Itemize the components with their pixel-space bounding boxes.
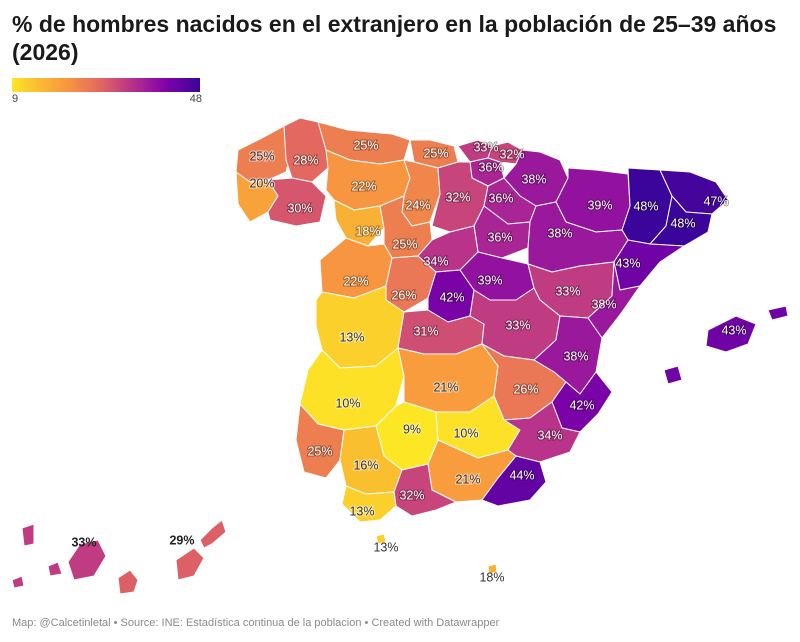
province-label-araba: 36% bbox=[478, 160, 503, 174]
province-shapes bbox=[11, 117, 789, 595]
province-label-zaragoza: 38% bbox=[547, 226, 572, 240]
province-label-malaga: 32% bbox=[399, 488, 424, 502]
province-label-las-palmas: 29% bbox=[169, 533, 194, 547]
province-label-madrid: 42% bbox=[439, 290, 464, 304]
province-label-girona: 47% bbox=[703, 194, 728, 208]
province-label-soria: 36% bbox=[487, 230, 512, 244]
province-baleares bbox=[663, 305, 789, 385]
province-label-toledo: 31% bbox=[413, 324, 438, 338]
province-label-badajoz: 10% bbox=[335, 396, 360, 410]
province-label-ciudad-real: 21% bbox=[433, 380, 458, 394]
province-label-burgos: 32% bbox=[445, 190, 470, 204]
province-label-asturias: 25% bbox=[353, 138, 378, 152]
source-footer: Map: @Calcetinletal • Source: INE: Estad… bbox=[12, 617, 500, 629]
province-murcia bbox=[503, 401, 581, 463]
province-label-navarra: 38% bbox=[521, 172, 546, 186]
legend-min-label: 9 bbox=[12, 93, 19, 105]
province-label-granada: 21% bbox=[455, 472, 480, 486]
province-label-a-coruna: 25% bbox=[249, 149, 274, 163]
province-melilla bbox=[487, 563, 498, 575]
province-label-barcelona: 48% bbox=[670, 216, 695, 230]
province-label-cordoba: 9% bbox=[403, 422, 421, 436]
province-label-huesca: 39% bbox=[587, 198, 612, 212]
province-label-la-rioja: 36% bbox=[488, 191, 513, 205]
province-huelva bbox=[295, 403, 345, 479]
province-ciudad-real bbox=[397, 343, 499, 413]
province-barcelona bbox=[649, 195, 713, 247]
province-label-caceres: 13% bbox=[339, 330, 364, 344]
province-label-baleares: 43% bbox=[721, 323, 746, 337]
province-label-alicante: 42% bbox=[569, 398, 594, 412]
province-labels: 25% 28%25%25% 33% 32%36%38%20%30%22%24%32% 3… bbox=[71, 137, 747, 584]
province-label-castellon: 38% bbox=[591, 297, 616, 311]
province-malaga bbox=[393, 463, 457, 517]
province-las-palmas bbox=[117, 519, 227, 595]
province-label-murcia: 34% bbox=[537, 428, 562, 442]
province-almeria bbox=[481, 455, 547, 507]
province-label-jaen: 10% bbox=[453, 426, 478, 440]
map-title: % de hombres nacidos en el extranjero en… bbox=[12, 11, 777, 65]
province-label-valladolid: 25% bbox=[392, 237, 417, 251]
province-label-lleida: 48% bbox=[633, 199, 658, 213]
color-legend: 9 48 bbox=[12, 78, 202, 106]
province-label-guadalajara: 39% bbox=[477, 273, 502, 287]
province-label-avila: 26% bbox=[391, 288, 416, 302]
province-label-cuenca: 33% bbox=[505, 318, 530, 332]
province-label-segovia: 34% bbox=[423, 254, 448, 268]
province-cadiz bbox=[341, 485, 397, 523]
province-label-valencia: 38% bbox=[563, 349, 588, 363]
province-label-santa-cruz-de-tenerife: 33% bbox=[71, 535, 96, 549]
province-label-gipuzkoa: 32% bbox=[499, 147, 524, 161]
province-label-tarragona: 43% bbox=[615, 256, 640, 270]
province-label-cadiz: 13% bbox=[349, 504, 374, 518]
province-label-cantabria: 25% bbox=[423, 146, 448, 160]
legend-max-label: 48 bbox=[189, 93, 202, 105]
province-label-huelva: 25% bbox=[307, 444, 332, 458]
province-label-lugo: 28% bbox=[293, 153, 318, 167]
province-label-teruel: 33% bbox=[555, 284, 580, 298]
province-label-palencia: 24% bbox=[405, 198, 430, 212]
province-label-almeria: 44% bbox=[509, 468, 534, 482]
province-label-pontevedra: 20% bbox=[249, 176, 274, 190]
province-label-sevilla: 16% bbox=[353, 458, 378, 472]
province-ceuta bbox=[375, 533, 387, 545]
province-castellon bbox=[587, 261, 641, 339]
legend-labels: 9 48 bbox=[12, 92, 202, 106]
province-label-melilla: 18% bbox=[479, 570, 504, 584]
province-ourense bbox=[267, 177, 327, 227]
province-label-ourense: 30% bbox=[287, 201, 312, 215]
province-zamora bbox=[333, 199, 385, 247]
province-label-salamanca: 22% bbox=[343, 274, 368, 288]
province-label-ceuta: 13% bbox=[373, 540, 398, 554]
province-santa-cruz-de-tenerife bbox=[11, 523, 107, 589]
province-label-albacete: 26% bbox=[513, 382, 538, 396]
legend-gradient-bar bbox=[12, 78, 200, 92]
province-label-bizkaia: 33% bbox=[473, 140, 498, 154]
province-label-leon: 22% bbox=[351, 179, 376, 193]
province-label-zamora: 18% bbox=[355, 224, 380, 238]
